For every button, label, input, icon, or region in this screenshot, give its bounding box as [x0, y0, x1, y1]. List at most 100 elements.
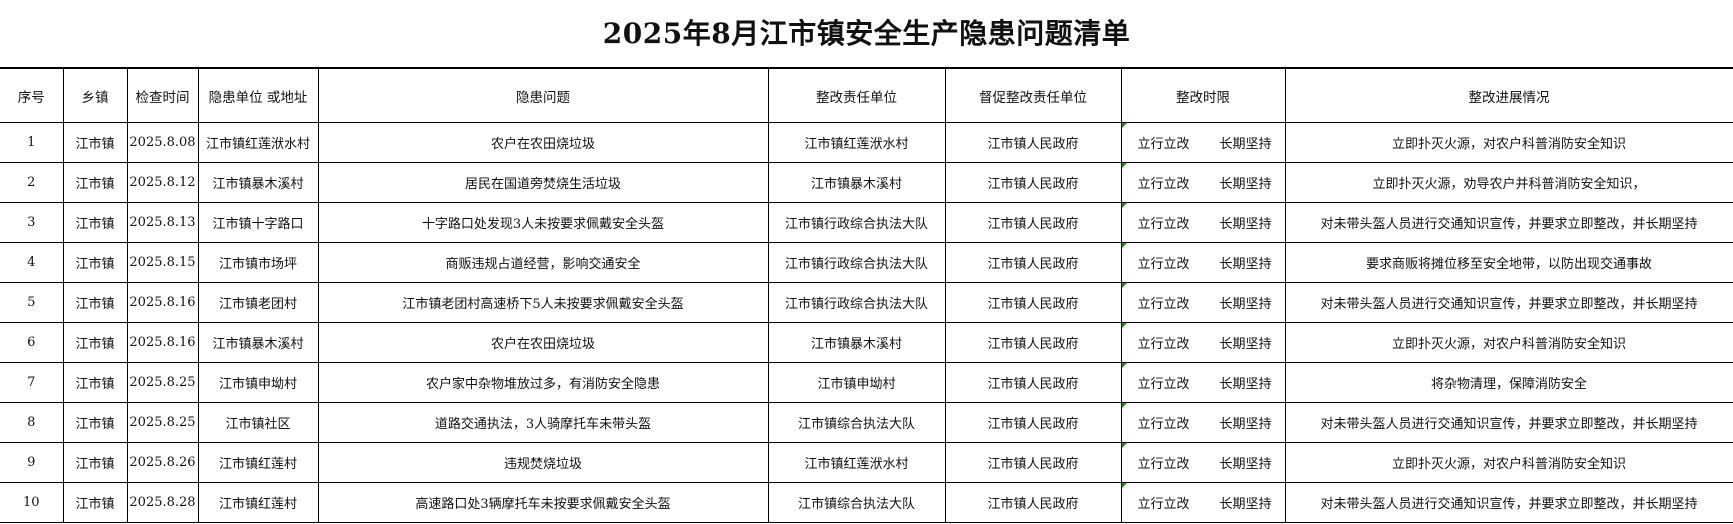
cell-deadline[interactable]: 立行立改 长期坚持	[1120, 122, 1286, 163]
column-header[interactable]: 整改时限	[1120, 68, 1286, 123]
cell-date[interactable]: 2025.8.15	[126, 242, 199, 283]
cell-unit[interactable]: 江市镇暴木溪村	[197, 322, 319, 363]
cell-town[interactable]: 江市镇	[62, 282, 128, 323]
cell-no[interactable]: 6	[0, 322, 64, 363]
cell-supervising-unit[interactable]: 江市镇人民政府	[944, 122, 1122, 163]
cell-supervising-unit[interactable]: 江市镇人民政府	[944, 482, 1122, 523]
cell-supervising-unit[interactable]: 江市镇人民政府	[944, 162, 1122, 203]
cell-responsible-unit[interactable]: 江市镇暴木溪村	[767, 322, 946, 363]
column-header[interactable]: 乡镇	[62, 68, 128, 123]
cell-issue[interactable]: 江市镇老团村高速桥下5人未按要求佩戴安全头盔	[317, 282, 769, 323]
cell-date[interactable]: 2025.8.16	[126, 282, 199, 323]
cell-responsible-unit[interactable]: 江市镇综合执法大队	[767, 482, 946, 523]
cell-town[interactable]: 江市镇	[62, 162, 128, 203]
cell-deadline[interactable]: 立行立改 长期坚持	[1120, 282, 1286, 323]
cell-town[interactable]: 江市镇	[62, 442, 128, 483]
cell-progress[interactable]: 对未带头盔人员进行交通知识宣传，并要求立即整改，并长期坚持	[1284, 482, 1733, 523]
cell-deadline[interactable]: 立行立改 长期坚持	[1120, 322, 1286, 363]
cell-supervising-unit[interactable]: 江市镇人民政府	[944, 202, 1122, 243]
cell-issue[interactable]: 违规焚烧垃圾	[317, 442, 769, 483]
cell-responsible-unit[interactable]: 江市镇红莲洑水村	[767, 442, 946, 483]
cell-unit[interactable]: 江市镇申坳村	[197, 362, 319, 403]
cell-supervising-unit[interactable]: 江市镇人民政府	[944, 242, 1122, 283]
cell-progress[interactable]: 要求商贩将摊位移至安全地带，以防出现交通事故	[1284, 242, 1733, 283]
cell-responsible-unit[interactable]: 江市镇红莲洑水村	[767, 122, 946, 163]
cell-date[interactable]: 2025.8.26	[126, 442, 199, 483]
cell-date[interactable]: 2025.8.13	[126, 202, 199, 243]
cell-issue[interactable]: 农户家中杂物堆放过多，有消防安全隐患	[317, 362, 769, 403]
cell-deadline[interactable]: 立行立改 长期坚持	[1120, 162, 1286, 203]
cell-date[interactable]: 2025.8.28	[126, 482, 199, 523]
cell-no[interactable]: 4	[0, 242, 64, 283]
cell-supervising-unit[interactable]: 江市镇人民政府	[944, 322, 1122, 363]
deadline-immediate: 立行立改	[1137, 497, 1190, 512]
cell-progress[interactable]: 立即扑灭火源，对农户科普消防安全知识	[1284, 442, 1733, 483]
column-header[interactable]: 序号	[0, 68, 64, 123]
cell-supervising-unit[interactable]: 江市镇人民政府	[944, 282, 1122, 323]
cell-town[interactable]: 江市镇	[62, 122, 128, 163]
cell-date[interactable]: 2025.8.16	[126, 322, 199, 363]
cell-no[interactable]: 9	[0, 442, 64, 483]
cell-issue[interactable]: 农户在农田烧垃圾	[317, 122, 769, 163]
cell-unit[interactable]: 江市镇社区	[197, 402, 319, 443]
cell-responsible-unit[interactable]: 江市镇暴木溪村	[767, 162, 946, 203]
cell-date[interactable]: 2025.8.08	[126, 122, 199, 163]
cell-date[interactable]: 2025.8.25	[126, 362, 199, 403]
cell-progress[interactable]: 对未带头盔人员进行交通知识宣传，并要求立即整改，并长期坚持	[1284, 202, 1733, 243]
cell-progress[interactable]: 立即扑灭火源，劝导农户并科普消防安全知识，	[1284, 162, 1733, 203]
cell-supervising-unit[interactable]: 江市镇人民政府	[944, 402, 1122, 443]
column-header[interactable]: 隐患问题	[317, 68, 769, 123]
cell-deadline[interactable]: 立行立改 长期坚持	[1120, 442, 1286, 483]
cell-unit[interactable]: 江市镇红莲村	[197, 442, 319, 483]
cell-town[interactable]: 江市镇	[62, 362, 128, 403]
cell-no[interactable]: 3	[0, 202, 64, 243]
cell-responsible-unit[interactable]: 江市镇综合执法大队	[767, 402, 946, 443]
cell-no[interactable]: 8	[0, 402, 64, 443]
cell-deadline[interactable]: 立行立改 长期坚持	[1120, 362, 1286, 403]
cell-deadline[interactable]: 立行立改 长期坚持	[1120, 242, 1286, 283]
cell-town[interactable]: 江市镇	[62, 242, 128, 283]
cell-unit[interactable]: 江市镇十字路口	[197, 202, 319, 243]
cell-unit[interactable]: 江市镇暴木溪村	[197, 162, 319, 203]
cell-town[interactable]: 江市镇	[62, 482, 128, 523]
cell-no[interactable]: 10	[0, 482, 64, 523]
cell-town[interactable]: 江市镇	[62, 402, 128, 443]
cell-unit[interactable]: 江市镇老团村	[197, 282, 319, 323]
cell-supervising-unit[interactable]: 江市镇人民政府	[944, 362, 1122, 403]
cell-town[interactable]: 江市镇	[62, 202, 128, 243]
cell-date[interactable]: 2025.8.25	[126, 402, 199, 443]
cell-issue[interactable]: 十字路口处发现3人未按要求佩戴安全头盔	[317, 202, 769, 243]
cell-issue[interactable]: 高速路口处3辆摩托车未按要求佩戴安全头盔	[317, 482, 769, 523]
cell-unit[interactable]: 江市镇红莲村	[197, 482, 319, 523]
cell-deadline[interactable]: 立行立改 长期坚持	[1120, 402, 1286, 443]
cell-deadline[interactable]: 立行立改 长期坚持	[1120, 482, 1286, 523]
cell-responsible-unit[interactable]: 江市镇申坳村	[767, 362, 946, 403]
column-header[interactable]: 检查时间	[126, 68, 199, 123]
cell-responsible-unit[interactable]: 江市镇行政综合执法大队	[767, 282, 946, 323]
column-header[interactable]: 整改责任单位	[767, 68, 946, 123]
cell-progress[interactable]: 对未带头盔人员进行交通知识宣传，并要求立即整改，并长期坚持	[1284, 282, 1733, 323]
cell-no[interactable]: 1	[0, 122, 64, 163]
cell-unit[interactable]: 江市镇红莲洑水村	[197, 122, 319, 163]
cell-unit[interactable]: 江市镇市场坪	[197, 242, 319, 283]
column-header[interactable]: 隐患单位 或地址	[197, 68, 319, 123]
cell-responsible-unit[interactable]: 江市镇行政综合执法大队	[767, 242, 946, 283]
cell-progress[interactable]: 立即扑灭火源，对农户科普消防安全知识	[1284, 322, 1733, 363]
cell-town[interactable]: 江市镇	[62, 322, 128, 363]
cell-supervising-unit[interactable]: 江市镇人民政府	[944, 442, 1122, 483]
cell-no[interactable]: 7	[0, 362, 64, 403]
cell-issue[interactable]: 道路交通执法，3人骑摩托车未带头盔	[317, 402, 769, 443]
cell-progress[interactable]: 将杂物清理，保障消防安全	[1284, 362, 1733, 403]
cell-no[interactable]: 2	[0, 162, 64, 203]
cell-date[interactable]: 2025.8.12	[126, 162, 199, 203]
cell-issue[interactable]: 农户在农田烧垃圾	[317, 322, 769, 363]
cell-deadline[interactable]: 立行立改 长期坚持	[1120, 202, 1286, 243]
cell-issue[interactable]: 居民在国道旁焚烧生活垃圾	[317, 162, 769, 203]
cell-no[interactable]: 5	[0, 282, 64, 323]
column-header[interactable]: 督促整改责任单位	[944, 68, 1122, 123]
cell-progress[interactable]: 立即扑灭火源，对农户科普消防安全知识	[1284, 122, 1733, 163]
cell-issue[interactable]: 商贩违规占道经营，影响交通安全	[317, 242, 769, 283]
column-header[interactable]: 整改进展情况	[1284, 68, 1733, 123]
cell-progress[interactable]: 对未带头盔人员进行交通知识宣传，并要求立即整改，并长期坚持	[1284, 402, 1733, 443]
cell-responsible-unit[interactable]: 江市镇行政综合执法大队	[767, 202, 946, 243]
